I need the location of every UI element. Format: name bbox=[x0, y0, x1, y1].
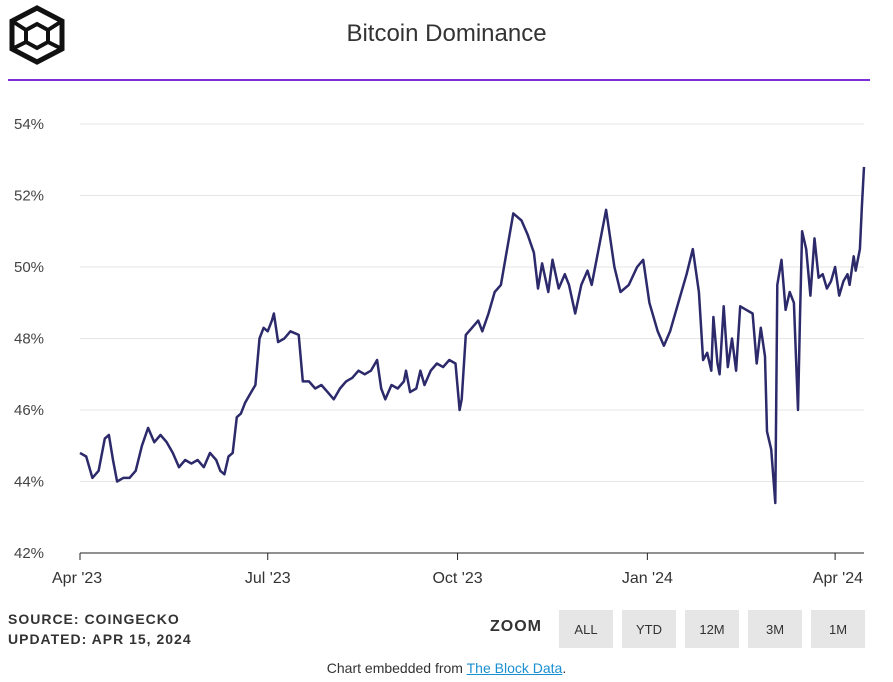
bitcoin-dominance-chart: 42% 44% 46% 48% 50% 52% 54% Apr '23 Jul '23 Oct … bbox=[14, 116, 866, 587]
zoom-1m-button[interactable]: 1M bbox=[811, 610, 865, 648]
y-axis-ticks: 42% 44% 46% 48% 50% 52% 54% bbox=[14, 116, 44, 562]
y-tick-label: 48% bbox=[14, 331, 44, 348]
y-tick-label: 52% bbox=[14, 188, 44, 205]
y-tick-label: 54% bbox=[14, 116, 44, 133]
x-tick-label: Jul '23 bbox=[245, 570, 291, 587]
x-axis-ticks: Apr '23 Jul '23 Oct '23 Jan '24 Apr '24 bbox=[52, 553, 863, 587]
y-tick-label: 46% bbox=[14, 402, 44, 419]
the-block-data-link[interactable]: The Block Data bbox=[466, 660, 563, 676]
updated-text: UPDATED: APR 15, 2024 bbox=[8, 631, 192, 647]
zoom-3m-button[interactable]: 3M bbox=[748, 610, 802, 648]
x-tick-label: Oct '23 bbox=[432, 570, 482, 587]
x-tick-label: Apr '23 bbox=[52, 570, 102, 587]
embed-note: Chart embedded from The Block Data. bbox=[0, 660, 893, 676]
zoom-all-button[interactable]: ALL bbox=[559, 610, 613, 648]
source-text: SOURCE: COINGECKO bbox=[8, 611, 180, 627]
embed-prefix: Chart embedded from bbox=[326, 660, 467, 676]
x-tick-label: Apr '24 bbox=[813, 570, 863, 587]
zoom-label: ZOOM bbox=[490, 618, 542, 635]
zoom-ytd-button[interactable]: YTD bbox=[622, 610, 676, 648]
series-layer bbox=[79, 166, 866, 505]
y-tick-label: 44% bbox=[14, 474, 44, 491]
page-title: Bitcoin Dominance bbox=[346, 20, 547, 47]
header-divider bbox=[8, 79, 870, 81]
zoom-12m-button[interactable]: 12M bbox=[685, 610, 739, 648]
y-tick-label: 50% bbox=[14, 259, 44, 276]
grid-lines bbox=[80, 123, 864, 482]
the-block-cube-logo-icon bbox=[9, 5, 65, 65]
chart-source-info: SOURCE: COINGECKO UPDATED: APR 15, 2024 bbox=[8, 609, 192, 649]
embed-suffix: . bbox=[562, 660, 567, 676]
y-tick-label: 42% bbox=[14, 545, 44, 562]
x-tick-label: Jan '24 bbox=[622, 570, 673, 587]
series-line-0 bbox=[79, 166, 866, 505]
